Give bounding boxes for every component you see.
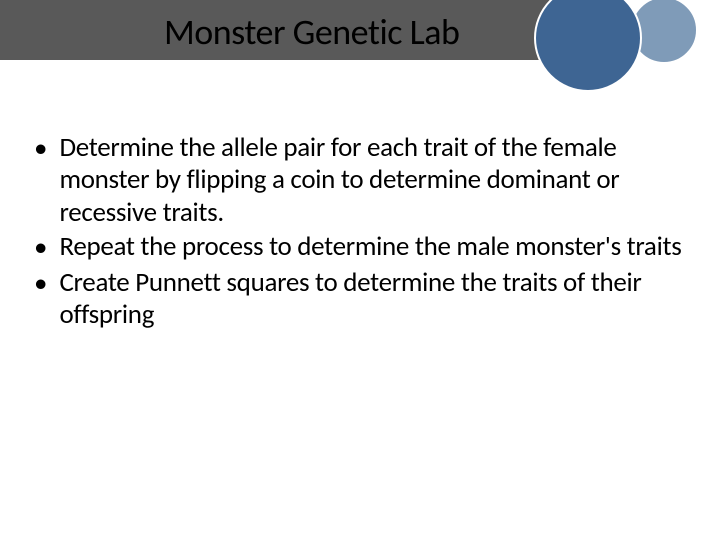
bullet-text: Create Punnett squares to determine the … xyxy=(59,267,684,332)
bullet-marker: • xyxy=(34,267,47,301)
bullet-marker: • xyxy=(34,132,47,166)
bullet-marker: • xyxy=(34,231,47,265)
bullet-item: • Determine the allele pair for each tra… xyxy=(34,132,684,229)
decorative-circle-large xyxy=(534,0,642,92)
slide-content: • Determine the allele pair for each tra… xyxy=(34,132,684,334)
bullet-item: • Create Punnett squares to determine th… xyxy=(34,267,684,332)
bullet-text: Repeat the process to determine the male… xyxy=(59,231,681,263)
bullet-text: Determine the allele pair for each trait… xyxy=(59,132,684,229)
slide-title: Monster Genetic Lab xyxy=(164,10,459,54)
bullet-item: • Repeat the process to determine the ma… xyxy=(34,231,684,265)
